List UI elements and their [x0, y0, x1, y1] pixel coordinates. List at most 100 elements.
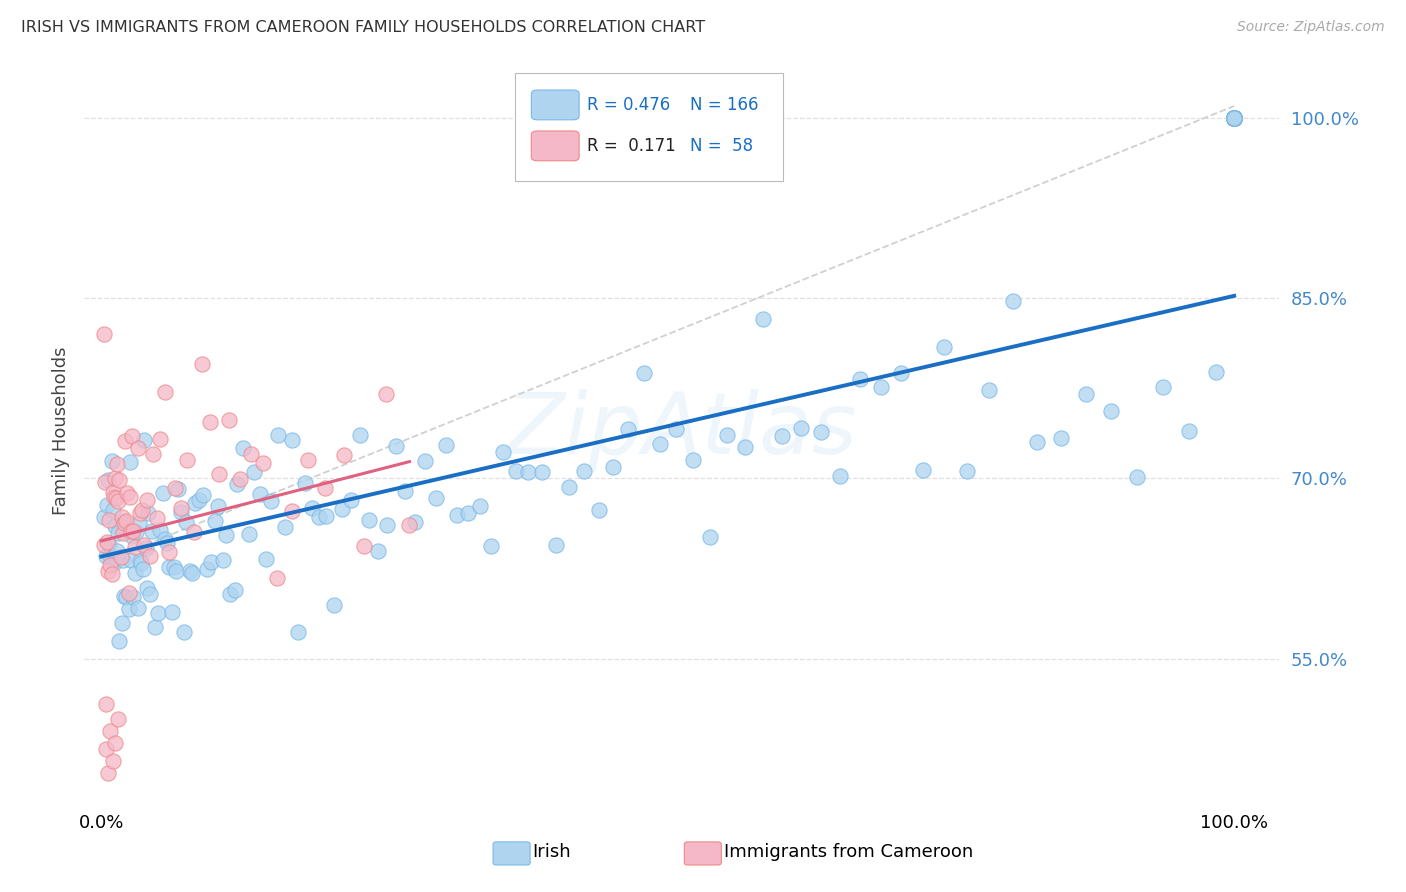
Point	[699, 530, 721, 544]
Point	[111, 615, 134, 630]
Point	[187, 492, 209, 507]
Point	[1223, 111, 1246, 125]
Point	[1074, 387, 1097, 401]
Point	[169, 505, 191, 519]
Point	[1223, 111, 1246, 125]
Text: N =  58: N = 58	[690, 136, 754, 155]
Point	[322, 598, 344, 612]
Point	[1223, 111, 1246, 125]
Point	[1223, 111, 1246, 125]
Point	[869, 380, 891, 394]
Point	[1223, 111, 1246, 125]
Point	[260, 493, 283, 508]
Point	[267, 427, 290, 442]
Point	[1223, 111, 1246, 125]
Point	[207, 499, 229, 513]
Point	[152, 486, 174, 500]
Point	[117, 601, 139, 615]
Point	[810, 425, 832, 439]
Point	[184, 496, 207, 510]
Point	[107, 712, 129, 726]
Point	[468, 499, 491, 513]
Point	[117, 486, 139, 500]
Point	[314, 481, 336, 495]
Point	[97, 765, 120, 780]
Point	[96, 498, 118, 512]
Point	[101, 485, 124, 500]
Point	[107, 493, 129, 508]
Point	[517, 465, 540, 479]
Point	[1223, 111, 1246, 125]
Point	[228, 472, 250, 486]
Point	[191, 357, 214, 371]
FancyBboxPatch shape	[515, 73, 783, 181]
Point	[252, 456, 274, 470]
Point	[173, 624, 195, 639]
Point	[200, 555, 222, 569]
Point	[146, 511, 169, 525]
Point	[339, 492, 361, 507]
Text: Immigrants from Cameroon: Immigrants from Cameroon	[724, 843, 973, 861]
Point	[1223, 111, 1246, 125]
Point	[349, 428, 371, 442]
Point	[333, 448, 356, 462]
Point	[105, 491, 128, 505]
Point	[135, 581, 157, 595]
Point	[752, 312, 775, 326]
Y-axis label: Family Households: Family Households	[52, 346, 70, 515]
Point	[93, 510, 115, 524]
Point	[979, 383, 1001, 397]
Point	[98, 513, 121, 527]
Point	[1099, 404, 1122, 418]
Point	[1223, 111, 1246, 125]
Point	[425, 491, 447, 505]
Point	[122, 591, 145, 605]
Text: N = 166: N = 166	[690, 96, 759, 114]
Point	[1223, 111, 1246, 125]
Point	[167, 482, 190, 496]
Point	[1223, 111, 1246, 125]
Point	[1002, 294, 1025, 309]
Point	[104, 471, 127, 485]
Point	[1125, 470, 1147, 484]
Point	[104, 736, 127, 750]
Point	[101, 754, 124, 768]
Point	[98, 537, 121, 551]
Point	[143, 620, 166, 634]
Point	[330, 502, 353, 516]
Point	[110, 550, 132, 565]
Text: R =  0.171: R = 0.171	[588, 136, 676, 155]
FancyBboxPatch shape	[685, 842, 721, 865]
Point	[770, 429, 793, 443]
Point	[215, 528, 238, 542]
Point	[1223, 111, 1246, 125]
Point	[1152, 380, 1174, 394]
Point	[226, 476, 249, 491]
Point	[100, 454, 122, 468]
Point	[374, 386, 396, 401]
Point	[135, 541, 157, 555]
Point	[127, 441, 149, 455]
Point	[301, 500, 323, 515]
Point	[828, 468, 851, 483]
Point	[238, 526, 260, 541]
Point	[136, 507, 159, 521]
Point	[1223, 111, 1246, 125]
Point	[1178, 424, 1201, 438]
Point	[404, 515, 426, 529]
Point	[505, 464, 527, 478]
Point	[1223, 111, 1246, 125]
Point	[108, 473, 131, 487]
Point	[1223, 111, 1246, 125]
Point	[934, 340, 956, 354]
Point	[558, 480, 581, 494]
Point	[128, 506, 150, 520]
Point	[1223, 111, 1246, 125]
FancyBboxPatch shape	[494, 842, 530, 865]
Point	[125, 524, 148, 539]
Point	[97, 473, 120, 487]
Point	[1050, 431, 1073, 445]
Point	[890, 366, 912, 380]
Point	[1223, 111, 1246, 125]
Point	[94, 549, 117, 563]
